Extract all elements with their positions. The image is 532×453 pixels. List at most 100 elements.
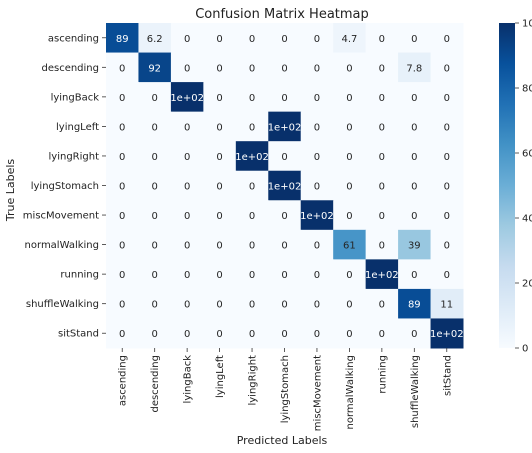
heatmap-cell [430, 288, 464, 319]
cell-value-label: 0 [444, 34, 450, 45]
heatmap-cell [170, 229, 204, 260]
heatmap-cell [203, 170, 237, 201]
cell-value-label: 0 [314, 300, 320, 311]
heatmap-cell [138, 52, 172, 83]
heatmap-cell [170, 200, 204, 231]
cell-value-label: 0 [184, 241, 190, 252]
heatmap-cell [106, 288, 139, 319]
y-tick-label: lyingBack [51, 92, 100, 103]
y-tick-label: lyingLeft [56, 122, 99, 133]
cell-value-label: 0 [379, 300, 385, 311]
heatmap-cell [106, 141, 139, 172]
cell-value-label: 0 [281, 152, 287, 163]
cell-value-label: 0 [184, 211, 190, 222]
heatmap-cell [365, 229, 399, 260]
heatmap-cell [430, 52, 464, 83]
cell-value-label: 0 [216, 300, 222, 311]
heatmap-cell [235, 288, 269, 319]
heatmap-cell [106, 170, 139, 201]
heatmap-cell [430, 229, 464, 260]
cell-value-label: 0 [249, 93, 255, 104]
cell-value-label: 0 [281, 93, 287, 104]
heatmap-cell [106, 259, 139, 290]
heatmap-cell [138, 259, 172, 290]
cell-value-label: 0 [346, 63, 352, 74]
heatmap-cell [106, 318, 139, 349]
cell-value-label: 0 [216, 34, 222, 45]
heatmap-cell [333, 23, 367, 54]
x-tick-label: descending [150, 355, 161, 413]
heatmap-cell [333, 52, 367, 83]
cell-value-label: 0 [184, 300, 190, 311]
x-axis-label: Predicted Labels [237, 434, 328, 447]
heatmap-cell [268, 259, 302, 290]
cell-value-label: 0 [216, 241, 222, 252]
y-tick-label: normalWalking [25, 240, 99, 251]
heatmap-cell [138, 141, 172, 172]
colorbar-tick-label: 20 [522, 279, 532, 290]
cell-value-label: 0 [346, 270, 352, 281]
heatmap-cell [106, 52, 139, 83]
heatmap-cell [203, 111, 237, 142]
cell-value-label: 0 [184, 329, 190, 340]
heatmap-cell [300, 170, 334, 201]
cell-value-label: 0 [119, 93, 125, 104]
heatmap-cell [170, 170, 204, 201]
cell-value-label: 0 [184, 122, 190, 133]
heatmap-cell [300, 111, 334, 142]
heatmap-cell [398, 111, 432, 142]
heatmap-cell [365, 288, 399, 319]
cell-value-label: 0 [184, 182, 190, 193]
heatmap-cell [333, 111, 367, 142]
cell-value-label: 0 [314, 122, 320, 133]
cell-value-label: 0 [379, 63, 385, 74]
cell-value-label: 0 [249, 211, 255, 222]
cell-value-label: 0 [444, 152, 450, 163]
cell-value-label: 0 [151, 270, 157, 281]
x-axis: ascending descending lyingBack lyingLeft lyi… [118, 348, 453, 431]
heatmap-cell [203, 23, 237, 54]
cell-value-label: 0 [249, 34, 255, 45]
cell-value-label: 0 [216, 270, 222, 281]
x-tick-label: shuffleWalking [410, 355, 421, 428]
heatmap-cell [170, 141, 204, 172]
heatmap-cell [106, 229, 139, 260]
heatmap-cell [235, 141, 269, 172]
cell-value-label: 11 [440, 300, 453, 311]
cell-value-label: 0 [281, 329, 287, 340]
cell-value-label: 0 [249, 270, 255, 281]
cell-value-label: 0 [281, 270, 287, 281]
cell-value-label: 1e+02 [170, 93, 204, 104]
heatmap-cell [333, 318, 367, 349]
cell-value-label: 0 [444, 241, 450, 252]
cell-value-label: 0 [249, 241, 255, 252]
cell-value-label: 0 [346, 300, 352, 311]
heatmap-cell [268, 318, 302, 349]
heatmap-cell [268, 111, 302, 142]
cell-value-label: 92 [148, 63, 161, 74]
cell-value-label: 0 [216, 63, 222, 74]
heatmap-cell [235, 259, 269, 290]
cell-value-label: 0 [151, 300, 157, 311]
y-tick-label: miscMovement [23, 211, 99, 222]
heatmap-cell [365, 200, 399, 231]
heatmap-cell [300, 82, 334, 113]
heatmap-cell [138, 23, 172, 54]
heatmap-cell [365, 318, 399, 349]
heatmap-cell [106, 82, 139, 113]
y-tick-label: descending [41, 63, 99, 74]
x-tick-label: miscMovement [312, 355, 323, 431]
cell-value-label: 1e+02 [268, 182, 302, 193]
heatmap-cell [170, 23, 204, 54]
heatmap-cell [365, 170, 399, 201]
cell-value-label: 0 [379, 34, 385, 45]
heatmap-cell [235, 82, 269, 113]
colorbar-tick-label: 60 [522, 149, 532, 160]
heatmap-cell [300, 141, 334, 172]
heatmap-cell [268, 52, 302, 83]
heatmap-cell [203, 82, 237, 113]
cell-value-label: 0 [249, 300, 255, 311]
x-tick-label: lyingLeft [215, 355, 226, 398]
heatmap-cell [365, 82, 399, 113]
